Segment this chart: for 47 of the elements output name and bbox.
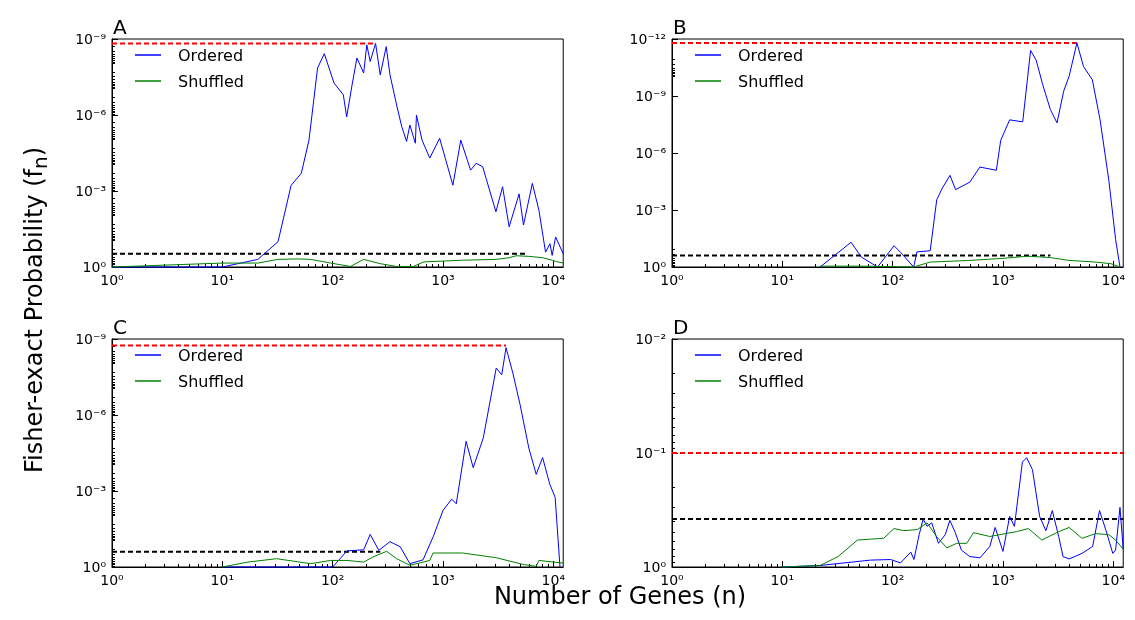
- y-tick-label: 10⁰: [642, 259, 667, 275]
- legend-label: Shuffled: [178, 71, 244, 91]
- x-tick-label: 10³: [431, 272, 455, 288]
- legend-label: Ordered: [738, 45, 804, 65]
- legend-label: Shuffled: [738, 371, 804, 391]
- legend-label: Ordered: [178, 345, 244, 365]
- x-tick-label: 10⁴: [1101, 272, 1126, 288]
- y-tick-label: 10⁰: [82, 559, 107, 575]
- x-tick-label: 10²: [880, 572, 905, 588]
- x-tick-label: 10¹: [210, 572, 235, 588]
- y-tick-label: 10⁻³: [75, 483, 106, 499]
- x-tick-label: 10³: [991, 272, 1015, 288]
- y-tick-label: 10⁰: [82, 259, 107, 275]
- y-tick-label: 10⁻⁹: [75, 31, 107, 47]
- legend-label: Shuffled: [738, 71, 804, 91]
- y-tick-label: 10⁻²: [635, 331, 666, 347]
- y-tick-label: 10⁻³: [635, 202, 666, 218]
- x-tick-label: 10²: [880, 272, 905, 288]
- x-tick-label: 10²: [320, 272, 345, 288]
- y-tick-label: 10⁻¹²: [629, 31, 666, 47]
- y-tick-label: 10⁻³: [75, 183, 106, 199]
- x-tick-label: 10⁰: [660, 572, 685, 588]
- x-tick-label: 10⁴: [1101, 572, 1126, 588]
- y-tick-label: 10⁻⁶: [75, 107, 107, 123]
- x-tick-label: 10⁰: [100, 572, 125, 588]
- x-tick-label: 10⁴: [541, 272, 566, 288]
- x-tick-label: 10⁰: [660, 272, 685, 288]
- chart-title: D: [673, 315, 689, 339]
- chart-title: C: [113, 315, 127, 339]
- y-tick-label: 10⁰: [642, 559, 667, 575]
- chart-title: B: [673, 15, 687, 39]
- y-tick-label: 10⁻⁶: [635, 145, 667, 161]
- legend-label: Ordered: [178, 45, 244, 65]
- x-tick-label: 10³: [431, 572, 455, 588]
- x-tick-label: 10¹: [770, 272, 795, 288]
- y-tick-label: 10⁻⁶: [75, 407, 107, 423]
- legend-label: Ordered: [738, 345, 804, 365]
- y-tick-label: 10⁻¹: [635, 445, 666, 461]
- x-tick-label: 10¹: [770, 572, 795, 588]
- chart-title: A: [113, 15, 127, 39]
- x-tick-label: 10³: [991, 572, 1015, 588]
- y-tick-label: 10⁻⁹: [75, 331, 107, 347]
- x-tick-label: 10²: [320, 572, 345, 588]
- x-tick-label: 10¹: [210, 272, 235, 288]
- y-tick-label: 10⁻⁹: [635, 88, 667, 104]
- legend-label: Shuffled: [178, 371, 244, 391]
- x-tick-label: 10⁰: [100, 272, 125, 288]
